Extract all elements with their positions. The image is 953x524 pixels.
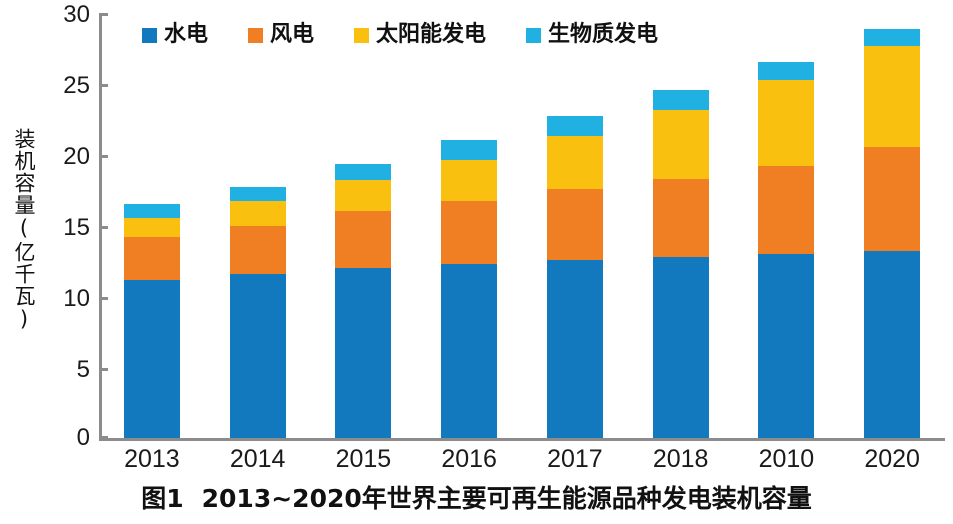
y-tick-label-25: 25 bbox=[63, 72, 90, 99]
y-tick-label-10: 10 bbox=[63, 285, 90, 312]
legend-swatch-biomass-icon bbox=[526, 27, 542, 43]
bar-segment-solar-2010[interactable] bbox=[758, 80, 815, 166]
bar-segment-wind-2016[interactable] bbox=[441, 201, 498, 264]
bar-segment-hydro-2017[interactable] bbox=[546, 259, 603, 439]
bar-segment-biomass-2015[interactable] bbox=[335, 164, 392, 180]
bar-segment-wind-2015[interactable] bbox=[335, 211, 392, 269]
y-axis-tick-labels: 30 25 20 15 10 5 0 bbox=[42, 0, 90, 524]
bar-segment-biomass-2013[interactable] bbox=[123, 204, 180, 219]
bar-segment-wind-2018[interactable] bbox=[652, 178, 709, 257]
x-tick-label-7: 2020 bbox=[864, 445, 920, 473]
bar-group-2017-4[interactable] bbox=[546, 115, 603, 439]
legend-label-solar: 太阳能发电 bbox=[376, 22, 487, 47]
y-tick-label-30: 30 bbox=[63, 1, 90, 28]
x-tick-label-2: 2015 bbox=[335, 445, 392, 473]
bar-segment-wind-2020[interactable] bbox=[864, 147, 921, 252]
x-tick-label-6: 2010 bbox=[758, 445, 815, 473]
y-axis-tick-5 bbox=[99, 368, 108, 371]
legend-swatch-solar-icon bbox=[354, 27, 370, 43]
legend-swatch-wind-icon bbox=[248, 27, 264, 43]
bar-segment-biomass-2017[interactable] bbox=[546, 115, 603, 136]
bar-segment-hydro-2010[interactable] bbox=[758, 253, 815, 439]
y-axis-tick-25 bbox=[99, 84, 108, 87]
bar-segment-solar-2015[interactable] bbox=[335, 179, 392, 212]
bar-segment-solar-2020[interactable] bbox=[864, 46, 921, 148]
bar-segment-solar-2013[interactable] bbox=[123, 218, 180, 237]
bar-segment-wind-2017[interactable] bbox=[546, 188, 603, 260]
bar-series-container bbox=[99, 12, 945, 439]
legend-item-hydro[interactable]: 水电 bbox=[142, 22, 208, 48]
legend-swatch-hydro-icon bbox=[142, 27, 157, 43]
y-axis-tick-20 bbox=[99, 155, 108, 158]
x-tick-label-3: 2016 bbox=[441, 445, 497, 473]
bar-segment-hydro-2018[interactable] bbox=[652, 256, 709, 439]
x-tick-label-4: 2017 bbox=[547, 445, 603, 473]
bar-segment-wind-2010[interactable] bbox=[758, 165, 815, 254]
bar-group-2018-5[interactable] bbox=[652, 90, 709, 439]
figure-number: 图1 bbox=[141, 484, 184, 513]
bar-segment-wind-2013[interactable] bbox=[123, 236, 180, 280]
bar-segment-biomass-2020[interactable] bbox=[864, 29, 921, 47]
x-axis-line bbox=[99, 438, 945, 441]
figure-caption-text: 2013~2020年世界主要可再生能源品种发电装机容量 bbox=[201, 484, 812, 513]
bar-group-2016-3[interactable] bbox=[441, 140, 498, 439]
bar-group-2015-2[interactable] bbox=[335, 164, 392, 439]
x-tick-label-5: 2018 bbox=[652, 445, 709, 473]
legend-item-wind[interactable]: 风电 bbox=[248, 22, 314, 48]
x-axis-tick-labels: 2013 2014 2015 2016 2017 2018 2010 2020 bbox=[99, 444, 945, 478]
bar-group-2020-7[interactable] bbox=[864, 29, 921, 439]
figure-caption: 图1 2013~2020年世界主要可再生能源品种发电装机容量 bbox=[0, 483, 953, 515]
y-tick-label-20: 20 bbox=[63, 143, 90, 170]
y-tick-label-5: 5 bbox=[76, 356, 90, 383]
y-axis-tick-10 bbox=[99, 297, 108, 300]
y-tick-label-0: 0 bbox=[76, 424, 90, 451]
y-axis-tick-15 bbox=[99, 226, 108, 229]
y-tick-label-15: 15 bbox=[63, 214, 90, 241]
bar-segment-solar-2014[interactable] bbox=[229, 201, 286, 226]
bar-segment-hydro-2014[interactable] bbox=[229, 273, 286, 439]
chart-legend: 水电 风电 太阳能发电 生物质发电 bbox=[142, 22, 658, 48]
legend-label-hydro: 水电 bbox=[164, 22, 209, 47]
bar-group-2014-1[interactable] bbox=[229, 187, 286, 439]
bar-segment-biomass-2014[interactable] bbox=[229, 187, 286, 202]
bar-segment-hydro-2013[interactable] bbox=[123, 279, 180, 439]
bar-segment-hydro-2020[interactable] bbox=[864, 251, 921, 439]
bar-segment-hydro-2015[interactable] bbox=[335, 268, 392, 439]
bar-segment-solar-2018[interactable] bbox=[652, 110, 709, 179]
x-tick-label-0: 2013 bbox=[124, 445, 180, 473]
bar-segment-wind-2014[interactable] bbox=[229, 225, 286, 274]
y-axis-title: 装机容量(亿千瓦) bbox=[12, 128, 36, 332]
legend-label-wind: 风电 bbox=[270, 22, 315, 47]
bar-segment-hydro-2016[interactable] bbox=[441, 263, 498, 439]
bar-segment-solar-2016[interactable] bbox=[441, 160, 498, 202]
bar-segment-biomass-2016[interactable] bbox=[441, 140, 498, 161]
bar-segment-solar-2017[interactable] bbox=[546, 135, 603, 189]
legend-label-biomass: 生物质发电 bbox=[548, 22, 659, 47]
bar-group-2010-6[interactable] bbox=[758, 61, 815, 439]
legend-item-solar[interactable]: 太阳能发电 bbox=[354, 22, 486, 48]
bar-segment-biomass-2018[interactable] bbox=[652, 90, 709, 111]
bar-segment-biomass-2010[interactable] bbox=[758, 61, 815, 81]
bar-group-2013-0[interactable] bbox=[123, 204, 180, 439]
legend-item-biomass[interactable]: 生物质发电 bbox=[526, 22, 658, 48]
x-tick-label-1: 2014 bbox=[229, 445, 286, 473]
